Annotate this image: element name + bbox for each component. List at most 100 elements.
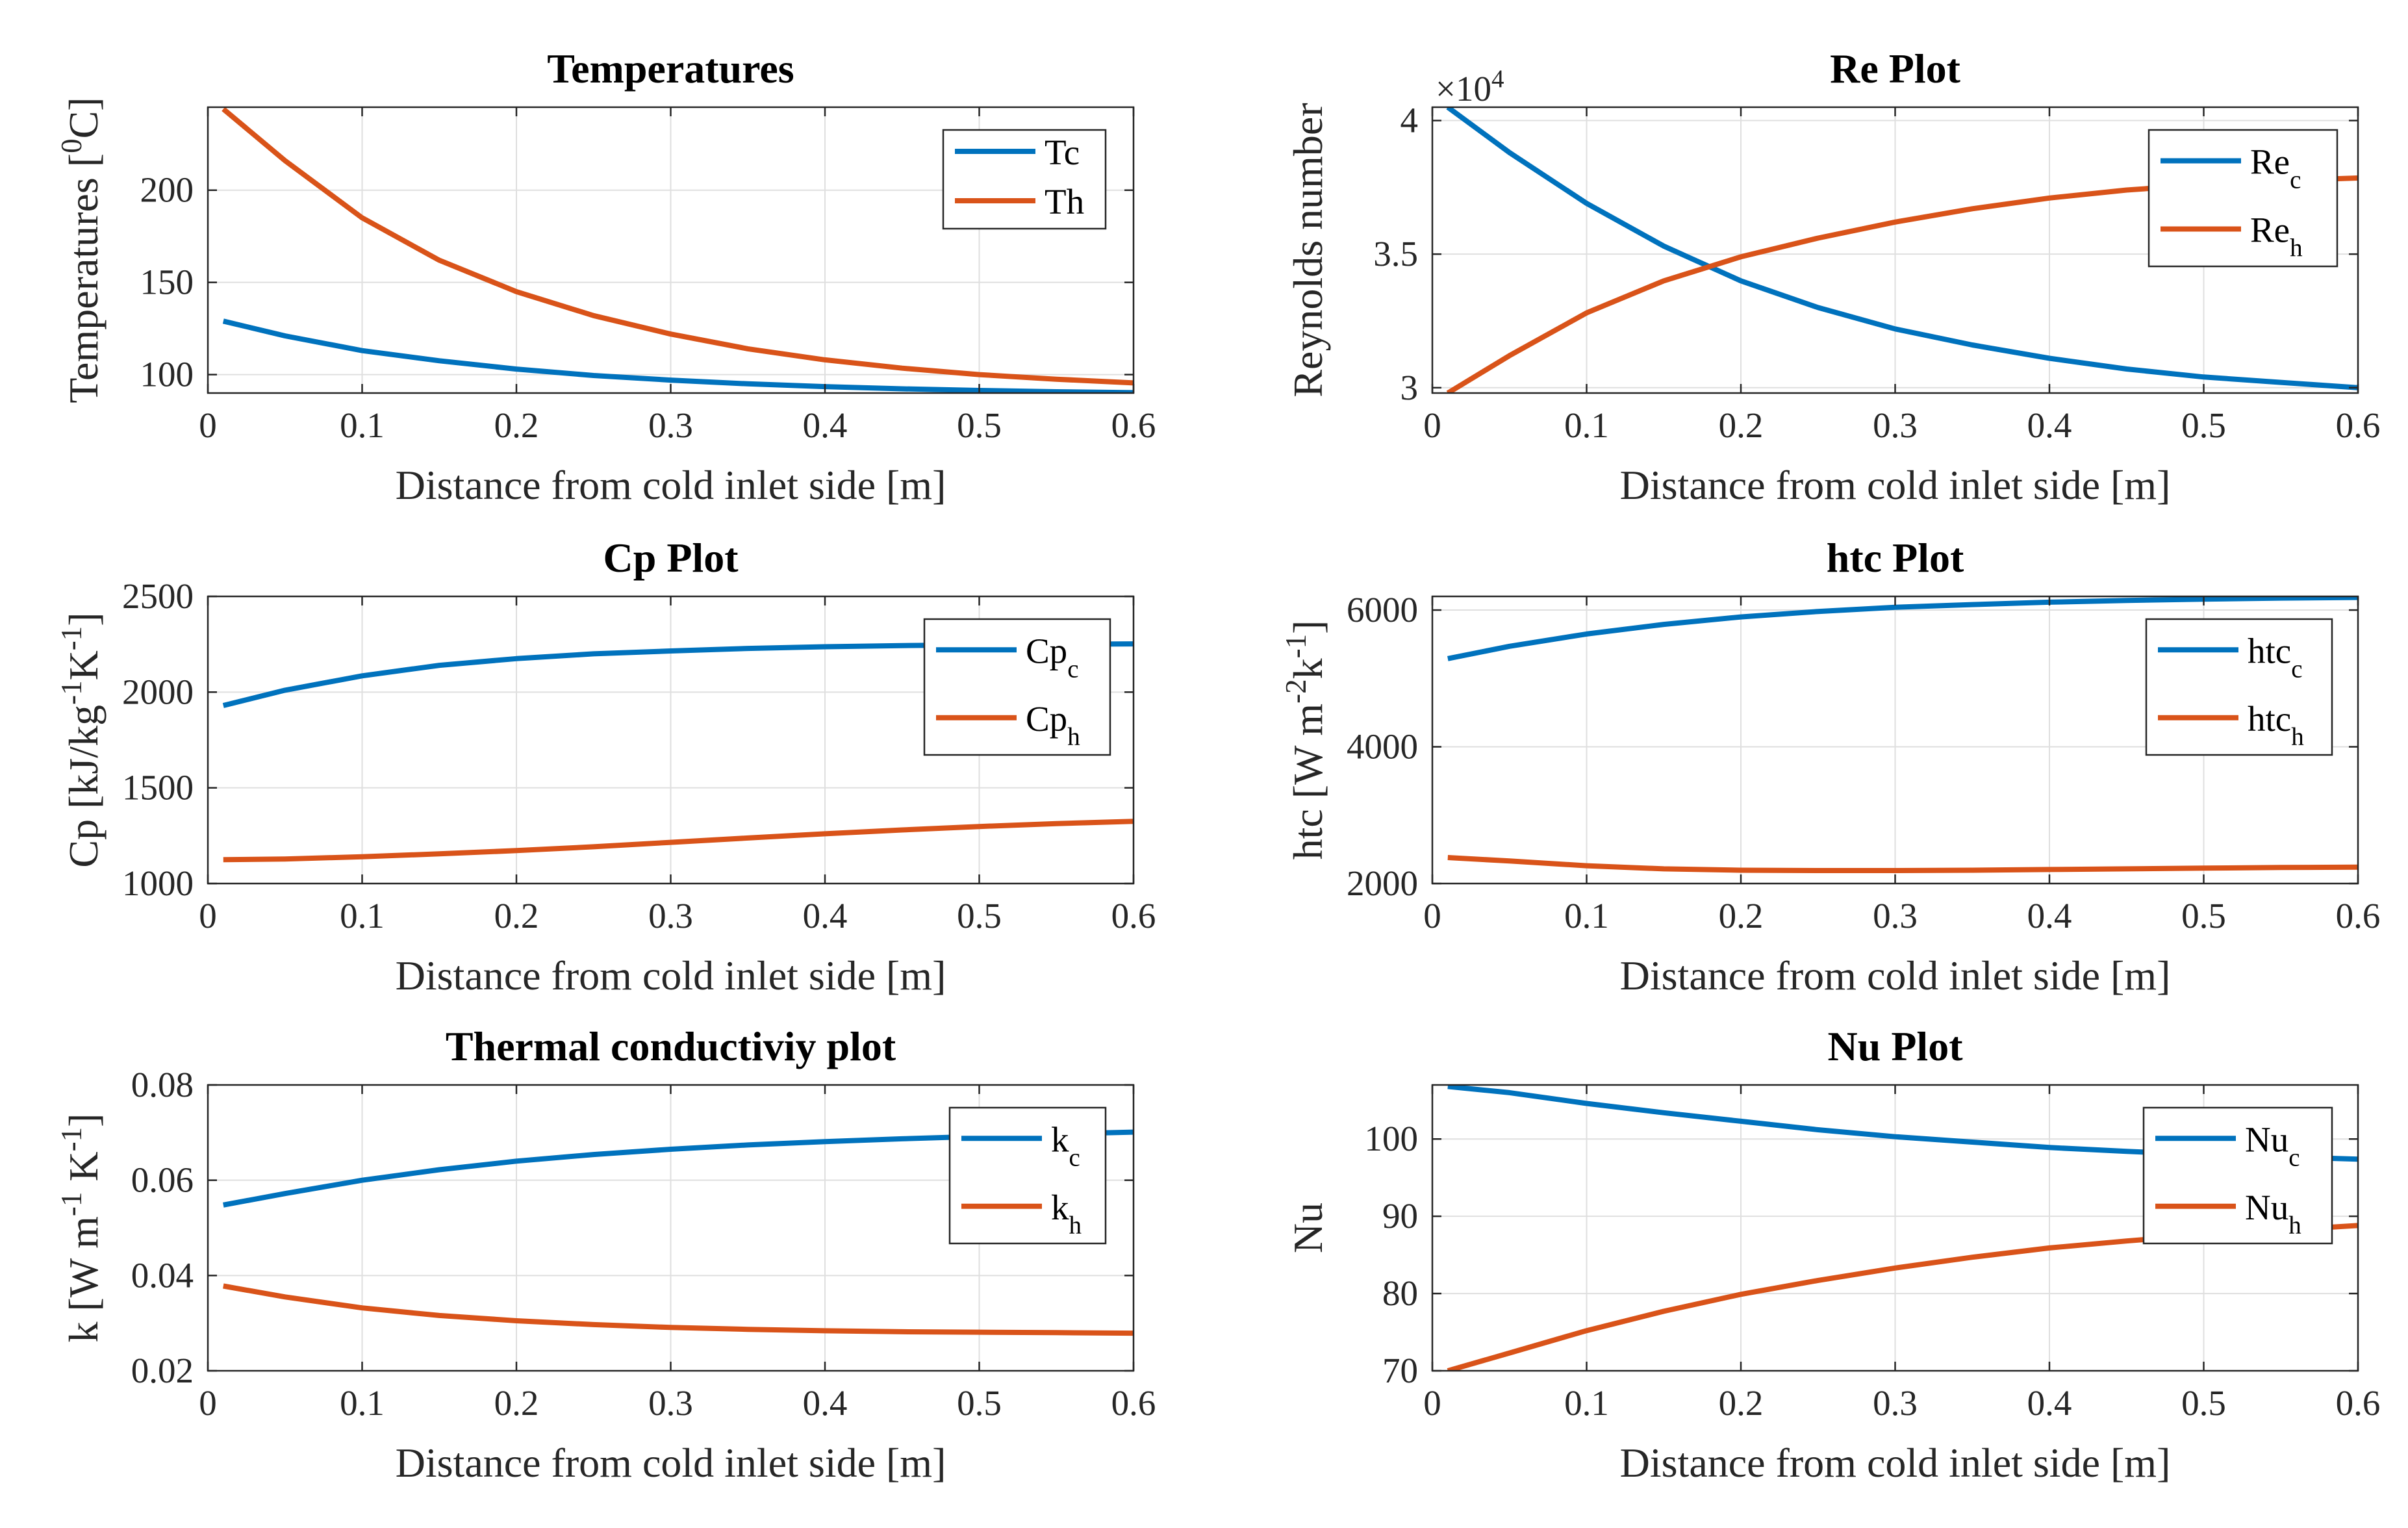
legend-box (2142, 1106, 2333, 1245)
legend-entry-htcc: htcc (2248, 631, 2303, 683)
x-tick-label: 0.6 (1111, 896, 1156, 936)
x-tick-label: 0 (1423, 896, 1441, 936)
x-tick-label: 0.3 (1873, 405, 1918, 445)
legend: kc kh (948, 1106, 1107, 1245)
y-axis-label: Nu (1285, 1203, 1331, 1253)
chart-panel-4: 0 0.1 0.2 0.3 0.4 0.5 0.6 2000 4000 6000 htc Plot D… (1280, 535, 2380, 999)
x-tick-label: 0.6 (1111, 405, 1156, 445)
y-axis-label: k [W m-1 K-1] (55, 1114, 107, 1343)
x-tick-label: 0.5 (957, 405, 1002, 445)
legend-entry-nuc: Nuc (2245, 1119, 2300, 1171)
legend-entry-htch: htch (2248, 699, 2304, 751)
series-line-th (222, 107, 1134, 386)
y-tick-label: 4000 (1347, 727, 1418, 767)
x-tick-label: 0 (199, 405, 217, 445)
x-tick-label: 0.1 (1564, 405, 1609, 445)
y-tick-label: 0.02 (131, 1351, 194, 1390)
y-axis-label: Reynolds number (1285, 103, 1331, 397)
y-tick-label: 90 (1382, 1196, 1418, 1236)
x-tick-label: 0.4 (803, 405, 848, 445)
x-axis-label: Distance from cold inlet side [m] (396, 1440, 946, 1486)
x-tick-label: 0.3 (1873, 896, 1918, 936)
legend: Nuc Nuh (2142, 1106, 2333, 1245)
chart-panel-3: 0 0.1 0.2 0.3 0.4 0.5 0.6 1000 1500 2000 2500 Cp Pl… (55, 535, 1156, 999)
x-tick-label: 0.5 (2181, 1383, 2226, 1423)
y-axis-label: htc [W m-2k-1] (1280, 620, 1331, 860)
y-axis-label: Cp [kJ/kg-1K-1] (55, 612, 107, 867)
legend: Rec Reh (2148, 129, 2338, 268)
x-tick-label: 0 (199, 896, 217, 936)
x-tick-label: 0.3 (1873, 1383, 1918, 1423)
x-tick-label: 0.6 (1111, 1383, 1156, 1423)
series-line-kh (223, 1283, 1134, 1336)
legend: Tc Th (942, 129, 1107, 230)
x-tick-label: 0.6 (2336, 1383, 2381, 1423)
x-tick-label: 0.2 (1719, 1383, 1764, 1423)
x-tick-label: 0.4 (803, 896, 848, 936)
x-tick-label: 0.5 (2181, 405, 2226, 445)
y-tick-label: 3 (1400, 368, 1419, 407)
legend-entry-tc: Tc (1045, 133, 1080, 172)
series-line-rec (1446, 107, 2358, 390)
legend-entry-cpc: Cpc (1026, 631, 1079, 683)
y-tick-label: 200 (140, 170, 194, 210)
x-axis-label: Distance from cold inlet side [m] (396, 462, 946, 508)
legend: htcc htch (2145, 618, 2333, 756)
x-axis-label: Distance from cold inlet side [m] (396, 952, 946, 999)
y-tick-label: 100 (1365, 1119, 1419, 1158)
chart-panel-5: 0 0.1 0.2 0.3 0.4 0.5 0.6 0.02 0.04 0.06 0.08 Therm… (55, 1023, 1156, 1486)
legend-box (948, 1106, 1107, 1245)
x-tick-label: 0.5 (957, 896, 1002, 936)
x-tick-label: 0.1 (1564, 1383, 1609, 1423)
chart-panel-6: 0 0.1 0.2 0.3 0.4 0.5 0.6 70 80 90 100 Nu Plot Dista… (1285, 1023, 2380, 1486)
x-tick-label: 0.1 (340, 896, 385, 936)
x-tick-label: 0.6 (2336, 405, 2381, 445)
series-line-htch (1447, 855, 2358, 873)
x-tick-label: 0.4 (2027, 405, 2072, 445)
x-axis-label: Distance from cold inlet side [m] (1620, 1440, 2171, 1486)
x-tick-label: 0 (1423, 1383, 1441, 1423)
legend-entry-rec: Rec (2250, 142, 2301, 194)
y-tick-label: 0.04 (131, 1255, 194, 1295)
x-tick-label: 0.2 (1719, 896, 1764, 936)
x-tick-label: 0.4 (803, 1383, 848, 1423)
chart-title: Thermal conductiviy plot (446, 1023, 896, 1069)
y-tick-label: 2000 (1347, 863, 1418, 903)
y-tick-label: 2000 (122, 672, 194, 711)
legend: Cpc Cph (923, 618, 1111, 756)
legend-box (923, 618, 1111, 756)
x-tick-label: 0.1 (1564, 896, 1609, 936)
y-tick-label: 80 (1382, 1273, 1418, 1313)
y-tick-label: 150 (140, 262, 194, 302)
y-tick-label: 6000 (1347, 590, 1418, 630)
y-exponent-label: ×104 (1436, 65, 1504, 109)
legend-entry-th: Th (1045, 182, 1084, 222)
x-axis-label: Distance from cold inlet side [m] (1620, 952, 2171, 999)
x-tick-label: 0.2 (494, 1383, 539, 1423)
y-tick-label: 3.5 (1373, 234, 1418, 274)
x-tick-label: 0.5 (957, 1383, 1002, 1423)
x-tick-label: 0.3 (648, 1383, 693, 1423)
x-tick-label: 0.1 (340, 1383, 385, 1423)
x-tick-label: 0 (1423, 405, 1441, 445)
x-tick-label: 0.4 (2027, 896, 2072, 936)
x-tick-label: 0.3 (648, 896, 693, 936)
y-tick-label: 0.08 (131, 1065, 194, 1104)
x-tick-label: 0.3 (648, 405, 693, 445)
y-tick-label: 1500 (122, 768, 194, 808)
chart-title: Re Plot (1830, 45, 1961, 92)
chart-title: htc Plot (1827, 535, 1964, 581)
y-tick-label: 100 (140, 355, 194, 394)
legend-entry-nuh: Nuh (2245, 1188, 2301, 1240)
x-tick-label: 0.2 (494, 405, 539, 445)
x-tick-label: 0.2 (1719, 405, 1764, 445)
x-tick-label: 0.6 (2336, 896, 2381, 936)
legend-box (2148, 129, 2338, 268)
y-tick-label: 1000 (122, 863, 194, 903)
legend-box (942, 129, 1107, 230)
x-tick-label: 0.2 (494, 896, 539, 936)
x-tick-label: 0.1 (340, 405, 385, 445)
chart-title: Temperatures (547, 45, 794, 92)
y-tick-label: 70 (1382, 1351, 1418, 1390)
x-tick-label: 0 (199, 1383, 217, 1423)
